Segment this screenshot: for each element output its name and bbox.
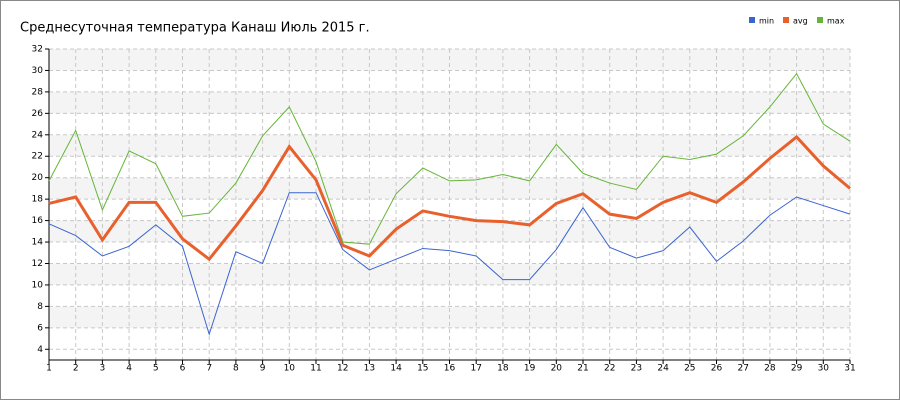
- legend-swatch: [783, 17, 789, 23]
- line-min: [48, 192, 851, 336]
- y-tick-label: 18: [32, 195, 44, 205]
- x-tick-label: 21: [577, 364, 588, 374]
- x-tick-label: 5: [153, 364, 159, 374]
- y-tick-label: 4: [37, 345, 43, 355]
- x-tick-label: 30: [818, 364, 830, 374]
- y-tick-label: 10: [32, 280, 44, 290]
- y-tick-label: 14: [32, 238, 44, 248]
- x-tick-label: 16: [444, 364, 456, 374]
- chart-title: Среднесуточная температура Канаш Июль 20…: [20, 21, 370, 36]
- x-tick-label: 18: [497, 364, 509, 374]
- x-tick-label: 11: [310, 364, 321, 374]
- x-tick-label: 1: [46, 364, 52, 374]
- x-tick-label: 19: [524, 364, 536, 374]
- x-tick-label: 2: [73, 364, 79, 374]
- x-tick-label: 28: [764, 364, 776, 374]
- y-tick-label: 6: [37, 323, 43, 333]
- legend-label: min: [759, 17, 774, 26]
- x-tick-label: 25: [684, 364, 695, 374]
- line-max: [48, 72, 851, 245]
- band: [49, 134, 850, 157]
- x-tick-label: 15: [417, 364, 428, 374]
- band: [49, 177, 850, 200]
- x-tick-label: 23: [631, 364, 642, 374]
- y-tick-label: 12: [32, 259, 43, 269]
- y-tick-label: 32: [32, 45, 43, 55]
- x-tick-label: 4: [126, 364, 132, 374]
- y-tick-label: 30: [32, 66, 44, 76]
- x-tick-label: 3: [100, 364, 106, 374]
- band: [49, 91, 850, 114]
- x-tick-label: 17: [470, 364, 481, 374]
- y-tick-label: 26: [32, 109, 44, 119]
- x-tick-label: 27: [737, 364, 748, 374]
- legend-swatch: [817, 17, 823, 23]
- line-avg: [48, 134, 851, 262]
- x-tick-label: 24: [657, 364, 669, 374]
- x-tick-label: 31: [844, 364, 855, 374]
- x-tick-label: 20: [551, 364, 563, 374]
- x-tick-label: 8: [233, 364, 239, 374]
- legend-label: avg: [793, 17, 808, 26]
- y-tick-label: 16: [32, 216, 44, 226]
- x-tick-label: 12: [337, 364, 348, 374]
- x-tick-label: 29: [791, 364, 803, 374]
- x-tick-label: 14: [390, 364, 402, 374]
- y-tick-label: 22: [32, 152, 43, 162]
- x-tick-label: 22: [604, 364, 615, 374]
- x-tick-label: 13: [364, 364, 375, 374]
- y-tick-label: 24: [32, 130, 44, 140]
- legend-label: max: [827, 17, 845, 26]
- x-tick-label: 10: [284, 364, 296, 374]
- y-tick-label: 28: [32, 87, 44, 97]
- y-tick-label: 8: [37, 302, 43, 312]
- x-tick-label: 6: [180, 364, 186, 374]
- x-tick-label: 26: [711, 364, 723, 374]
- legend-swatch: [749, 17, 755, 23]
- x-tick-label: 9: [260, 364, 266, 374]
- x-tick-label: 7: [206, 364, 212, 374]
- y-tick-label: 20: [32, 173, 44, 183]
